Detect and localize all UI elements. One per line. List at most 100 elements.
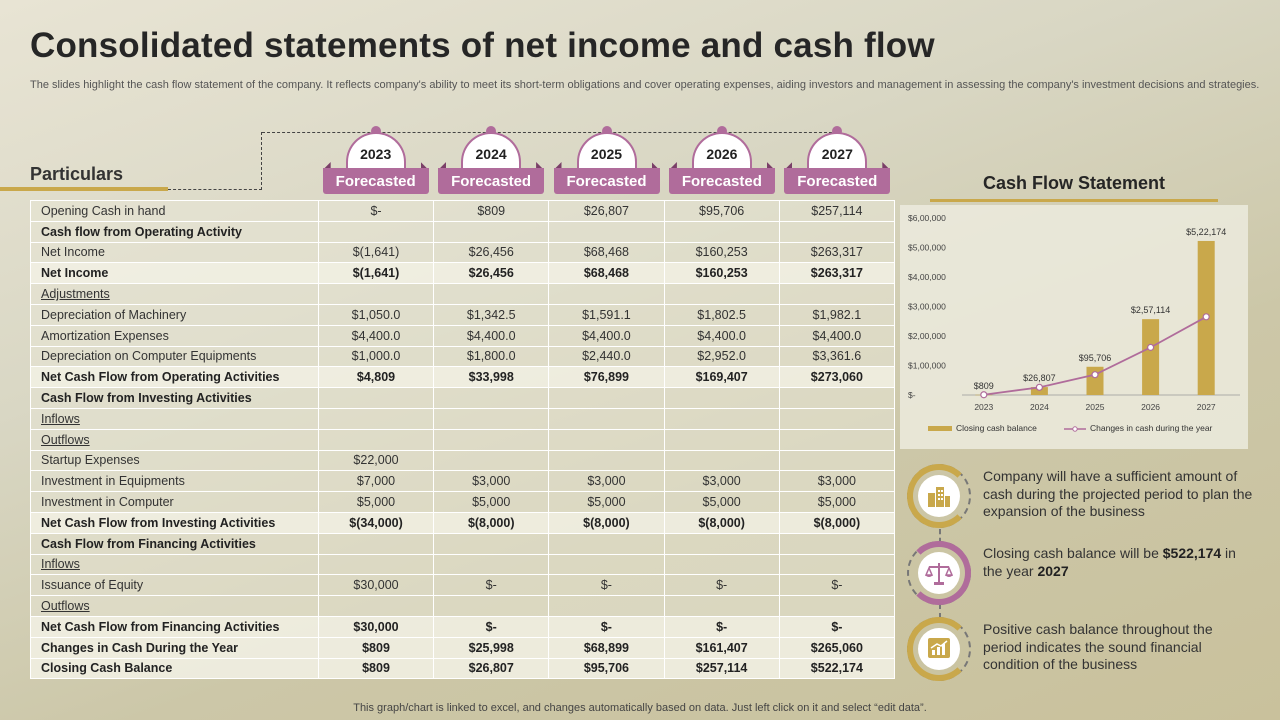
cell-value [548,428,665,451]
legend-marker-line [1072,426,1078,432]
cell-value [433,220,550,243]
table-row: Investment in Equipments $7,000 $3,000 $3,0… [30,470,896,493]
legend-label-bar: Closing cash balance [956,423,1037,433]
year-header-2023: 2023 Forecasted [322,126,429,196]
cell-value: $25,998 [433,636,550,659]
header-connector-base [168,189,262,190]
cell-value: $95,706 [663,200,780,222]
cell-value: $4,400.0 [317,324,435,347]
row-label: Inflows [30,407,319,430]
row-label: Closing Cash Balance [30,657,319,680]
cell-value [778,220,896,243]
cell-value: $5,000 [663,491,780,513]
info-item: Positive cash balance throughout the per… [907,617,1252,683]
cell-value [317,553,435,576]
cell-value: $3,000 [548,470,665,493]
row-label: Amortization Expenses [30,324,319,347]
cell-value: $(8,000) [663,511,780,534]
cell-value [778,553,896,576]
table-row: Cash Flow from Investing Activities [30,387,896,409]
cell-value [663,532,780,555]
cell-value: $(34,000) [317,511,435,534]
footer-note: This graph/chart is linked to excel, and… [353,702,927,714]
line-point-2023 [980,391,988,399]
year-dot [370,126,381,136]
cell-value: $26,807 [433,657,550,680]
cell-value [548,220,665,243]
line-point-2024 [1035,383,1043,391]
cell-value: $1,800.0 [433,345,550,368]
year-label: 2025 [576,132,637,170]
row-label: Startup Expenses [30,449,319,472]
year-header-2027: 2027 Forecasted [784,126,891,196]
table-row: Depreciation on Computer Equipments $1,00… [30,345,896,368]
row-label: Net Cash Flow from Financing Activities [30,615,319,638]
cell-value [548,595,665,617]
table-row: Outflows [30,428,896,451]
info-connector-2 [939,603,941,619]
cell-value: $5,000 [317,491,435,513]
cell-value [778,428,896,451]
cell-value: $30,000 [317,615,435,638]
cell-value: $265,060 [778,636,896,659]
cell-value: $26,456 [433,262,550,285]
row-label: Opening Cash in hand [30,200,319,222]
row-label: Issuance of Equity [30,574,319,597]
cell-value: $161,407 [663,636,780,659]
bar-2026 [1142,319,1160,395]
table-row: Net Cash Flow from Financing Activities $… [30,615,896,638]
y-tick-label: $4,00,000 [908,272,946,282]
y-tick-label: $5,00,000 [908,243,946,253]
cell-value: $- [663,574,780,597]
year-label: 2026 [691,132,752,170]
cell-value: $1,982.1 [778,303,896,326]
table-row: Opening Cash in hand $- $809 $26,807 $95,706… [30,200,896,222]
row-label: Depreciation on Computer Equipments [30,345,319,368]
page-subtitle: The slides highlight the cash flow state… [30,79,1260,91]
cell-value: $5,000 [548,491,665,513]
cell-value: $30,000 [317,574,435,597]
cell-value: $3,000 [663,470,780,493]
cell-value [317,387,435,409]
cash-flow-chart[interactable]: $- $1,00,000 $2,00,000 $3,00,000 $4,00,000 $5… [900,205,1248,449]
forecasted-badge: Forecasted [668,168,775,194]
table-row: Inflows [30,553,896,576]
chart-title: Cash Flow Statement [982,173,1166,193]
cell-value: $3,000 [433,470,550,493]
cell-value: $263,317 [778,262,896,285]
cell-value: $- [548,615,665,638]
bar-2025 [1086,366,1104,395]
ribbon-fold-left [553,162,562,170]
ribbon-fold-right [420,162,429,170]
year-label: 2027 [807,132,868,170]
cell-value [663,595,780,617]
cell-value: $4,400.0 [548,324,665,347]
cell-value: $- [433,574,550,597]
cell-value: $257,114 [778,200,896,222]
data-label: $95,706 [1079,353,1112,363]
cell-value: $273,060 [778,366,896,389]
cell-value: $- [317,200,435,222]
ribbon-fold-right [536,162,545,170]
cell-value: $- [433,615,550,638]
year-label: 2024 [461,132,522,170]
cell-value: $76,899 [548,366,665,389]
cell-value [433,283,550,305]
table-row: Outflows [30,595,896,617]
cell-value: $- [548,574,665,597]
row-label: Cash Flow from Investing Activities [30,387,319,409]
data-label: $2,57,114 [1131,305,1170,315]
row-label: Changes in Cash During the Year [30,636,319,659]
year-header-2025: 2025 Forecasted [553,126,660,196]
cell-value: $1,342.5 [433,303,550,326]
year-label: 2023 [345,132,406,170]
cell-value [433,449,550,472]
y-tick-label: $2,00,000 [908,331,946,341]
row-label: Adjustments [30,283,319,305]
particulars-heading: Particulars [30,164,124,184]
ribbon-fold-right [651,162,660,170]
cell-value: $5,000 [778,491,896,513]
cell-value: $4,400.0 [663,324,780,347]
table-row: Startup Expenses $22,000 [30,449,896,472]
year-dot [601,126,612,136]
